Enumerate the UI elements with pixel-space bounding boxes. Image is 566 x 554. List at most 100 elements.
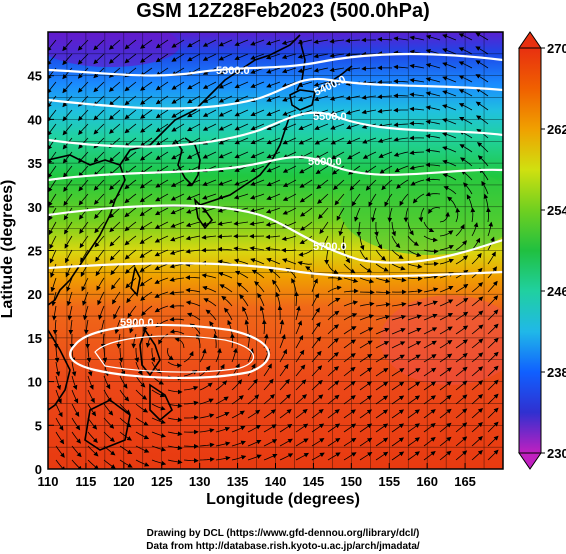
wind-arrow [359,423,373,433]
wind-arrow [62,39,73,52]
wind-arrow [55,459,66,469]
wind-arrow [394,165,409,173]
wind-arrow [407,437,420,447]
wind-arrow [487,407,499,419]
wind-arrow [263,453,278,461]
wind-arrow [343,277,359,284]
wind-arrow [279,408,292,419]
wind-arrow [93,137,105,149]
wind-arrow [442,173,457,181]
wind-arrow [266,123,281,131]
wind-arrow [93,81,105,93]
wind-arrow [463,182,473,195]
wind-arrow [370,207,377,223]
wind-arrow [48,179,57,193]
wind-arrow [375,354,389,363]
wind-arrow [86,347,92,363]
wind-arrow [201,273,217,279]
wind-arrow [187,95,201,104]
x-tick-label: 130 [189,474,211,489]
wind-arrow [151,417,166,425]
wind-arrow [365,179,377,191]
wind-arrow [374,221,379,237]
wind-arrow [96,277,105,291]
wind-arrow [471,408,483,419]
wind-arrow [295,364,306,377]
wind-arrow [407,354,421,363]
wind-arrow [247,378,258,391]
wind-arrow [476,142,489,153]
wind-arrow [311,293,320,307]
philippines-south [149,383,173,422]
wind-arrow [139,235,153,244]
wind-arrow [257,292,265,307]
wind-arrow [329,53,345,58]
wind-arrow [298,249,313,257]
wind-arrow [184,415,199,421]
contour-label-5600: 5600.0 [308,156,342,168]
wind-arrow [343,300,359,307]
colorbar-top-triangle [518,31,542,49]
wind-arrow [455,297,469,307]
wind-arrow [68,319,74,335]
wind-arrow [375,367,389,377]
wind-arrow [263,424,277,433]
wind-arrow [299,165,313,174]
wind-arrow [82,305,89,321]
wind-arrow [359,235,365,251]
wind-arrow [455,223,465,237]
wind-arrow [410,179,425,186]
contour-label-5700: 5700.0 [313,241,347,253]
wind-arrow [154,277,169,284]
contour-5500 [48,111,503,148]
wind-arrow [251,269,265,279]
wind-arrow [375,327,390,335]
wind-arrow [127,305,137,319]
wind-arrow [475,74,489,83]
wind-arrow [234,39,249,47]
wind-arrow [356,221,362,237]
wind-arrow [343,380,356,391]
x-tick-label: 135 [227,474,249,489]
wind-arrow [63,165,73,178]
wind-arrow [311,452,325,461]
wind-arrow [135,361,143,376]
wind-arrow [375,263,389,272]
wind-arrow [391,381,405,391]
wind-arrow [124,235,137,246]
wind-arrow [183,458,199,463]
wind-arrow [361,95,377,100]
wind-arrow [305,266,313,278]
wind-arrow [155,39,169,49]
wind-arrow [407,395,421,405]
wind-arrow [231,440,246,447]
wind-arrow [250,151,265,159]
wind-arrow [345,95,361,101]
wind-arrow [425,133,441,139]
wind-arrow [79,235,89,249]
wind-arrow [202,151,217,159]
wind-arrow [423,340,437,349]
wind-arrow [135,459,150,467]
wind-arrow [279,334,286,349]
wind-arrow [155,151,169,160]
wind-arrow [409,35,425,41]
wind-arrow [471,324,484,335]
wind-arrow [135,417,149,426]
wind-arrow [185,275,201,280]
asia-mainland-coast [48,34,301,166]
height-contours [48,52,503,379]
wind-arrow [375,423,389,433]
wind-arrow [218,271,233,279]
wind-arrow [439,450,452,461]
wind-arrow [250,165,265,173]
wind-arrow [359,395,373,405]
hokkaido [289,89,316,111]
wind-arrow [455,325,469,335]
wind-arrow [393,122,409,128]
wind-arrow [131,333,137,349]
wind-arrow [77,95,89,107]
wind-arrow [103,417,115,429]
wind-arrow [171,53,185,62]
wind-arrow [202,193,217,200]
